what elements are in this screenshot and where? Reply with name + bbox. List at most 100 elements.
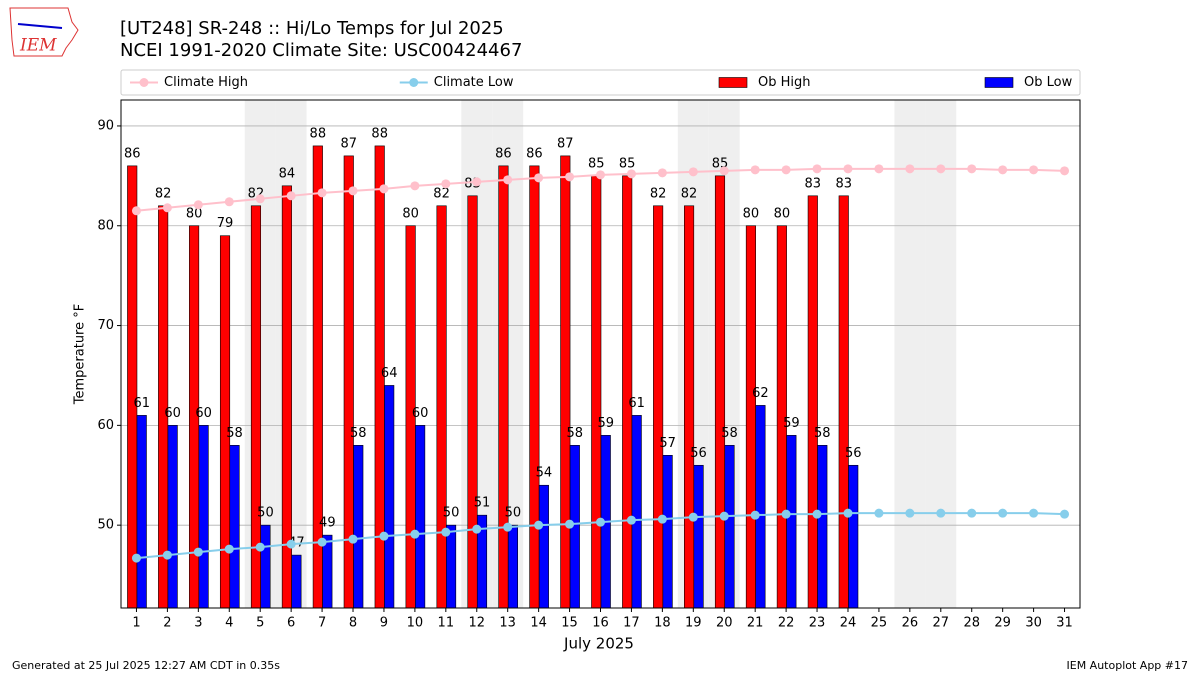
x-tick-label: 17 [623,616,640,631]
point [348,186,358,196]
data-label: 50 [505,506,522,521]
x-tick-label: 15 [561,616,578,631]
bar [229,445,240,609]
x-tick-label: 25 [871,616,888,631]
bar [662,455,673,609]
bar [415,425,426,609]
data-label: 49 [319,516,336,531]
data-label: 51 [474,496,491,511]
x-tick-label: 29 [994,616,1011,631]
point [688,512,698,522]
footer-left: Generated at 25 Jul 2025 12:27 AM CDT in… [12,659,280,672]
point [967,164,977,174]
bar [291,554,302,609]
point [936,508,946,518]
x-tick-label: 8 [349,616,357,631]
point [379,184,389,194]
point [565,172,575,182]
point [657,514,667,524]
plot-frame [120,99,1081,609]
chart-subtitle: NCEI 1991-2020 Climate Site: USC00424467 [120,40,522,61]
bar [446,524,457,609]
data-label: 60 [412,406,429,421]
point [317,537,327,547]
point [874,164,884,174]
bar [817,445,828,609]
point [286,539,296,549]
point [626,169,636,179]
logo-text: IEM [19,36,57,56]
bar [622,175,633,609]
x-tick-label: 20 [716,616,733,631]
point [812,164,822,174]
bar [353,445,364,609]
bar [755,405,766,609]
x-tick-label: 4 [225,616,233,631]
data-label: 83 [835,176,852,191]
weekend-shade [894,100,926,608]
data-label: 60 [195,406,212,421]
data-label: 85 [588,156,605,171]
point [781,165,791,175]
legend-label: Climate High [164,75,248,90]
bar [745,225,756,609]
point [1060,509,1070,519]
x-tick-label: 19 [685,616,702,631]
bar [529,165,540,609]
point [162,550,172,560]
legend-swatch [984,77,1014,88]
data-label: 84 [279,166,296,181]
bar [848,464,859,609]
y-tick-label: 70 [97,318,114,333]
x-tick-label: 7 [318,616,326,631]
bar [653,205,664,609]
data-label: 86 [124,146,141,161]
data-label: 80 [186,206,203,221]
bar [786,435,797,609]
point [255,194,265,204]
data-label: 50 [257,506,274,521]
data-label: 59 [783,416,800,431]
data-label: 82 [681,186,698,201]
bar [136,415,147,609]
x-tick-label: 10 [407,616,424,631]
point [286,191,296,201]
legend-point [409,78,419,87]
point [410,181,420,191]
logo-line [17,23,63,29]
data-label: 56 [845,446,862,461]
point [843,508,853,518]
point [781,509,791,519]
point [843,164,853,174]
bar [724,445,735,609]
data-label: 58 [350,426,367,441]
data-label: 59 [597,416,614,431]
bar [127,165,138,609]
x-tick-label: 26 [902,616,919,631]
data-label: 82 [433,186,450,201]
bar [538,484,549,609]
x-tick-label: 2 [163,616,171,631]
point [255,542,265,552]
bar [838,195,849,609]
point [534,173,544,183]
footer-right: IEM Autoplot App #17 [1067,659,1189,672]
point [626,515,636,525]
x-tick-label: 22 [778,616,795,631]
y-tick-label: 60 [97,418,114,433]
x-tick-label: 11 [438,616,455,631]
bar [467,195,478,609]
bar [167,425,178,609]
bar [560,155,571,609]
data-label: 58 [814,426,831,441]
x-tick-label: 18 [654,616,671,631]
data-label: 82 [155,186,172,201]
legend [120,69,1081,96]
x-tick-label: 21 [747,616,764,631]
x-tick-label: 31 [1056,616,1073,631]
data-label: 79 [217,216,234,231]
legend-point [139,78,149,87]
point [719,511,729,521]
y-tick-label: 90 [97,118,114,133]
point [472,524,482,534]
